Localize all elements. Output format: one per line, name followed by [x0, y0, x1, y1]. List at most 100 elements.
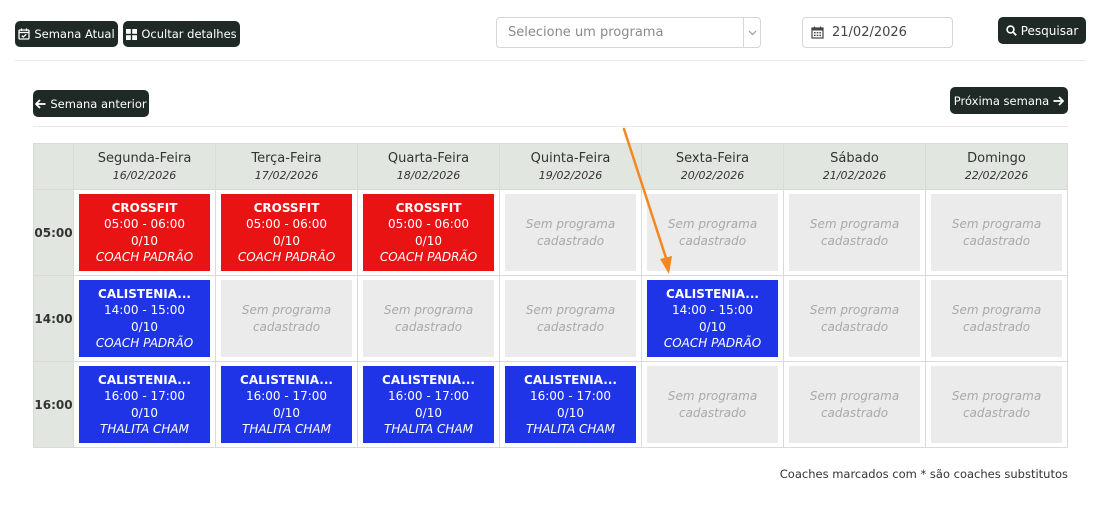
- nav-divider: [33, 126, 1068, 127]
- previous-week-button[interactable]: Semana anterior: [33, 90, 149, 117]
- day-header: Domingo 22/02/2026: [925, 143, 1068, 190]
- schedule-cell: Sem programa cadastrado: [499, 189, 642, 276]
- class-hours: 05:00 - 06:00: [387, 217, 470, 231]
- day-name: Sexta-Feira: [675, 151, 750, 166]
- day-name: Segunda-Feira: [97, 151, 192, 166]
- schedule-cell: CALISTENIA... 16:00 - 17:00 0/10 THALITA CH…: [215, 361, 358, 448]
- day-date: 22/02/2026: [964, 169, 1029, 182]
- day-header: Sábado 21/02/2026: [783, 143, 926, 190]
- next-week-label: Próxima semana: [953, 93, 1050, 108]
- current-week-label: Semana Atual: [34, 27, 115, 41]
- empty-slot: Sem programa cadastrado: [931, 366, 1062, 443]
- class-capacity: 0/10: [699, 319, 726, 334]
- class-title: CROSSFIT: [111, 200, 178, 215]
- class-capacity: 0/10: [557, 405, 584, 420]
- schedule-cell: CROSSFIT 05:00 - 06:00 0/10 COACH PADRÃO: [215, 189, 358, 276]
- toolbar-divider: [15, 60, 1086, 61]
- class-title: CALISTENIA...: [382, 372, 475, 387]
- next-week-button[interactable]: Próxima semana: [950, 87, 1068, 114]
- empty-slot: Sem programa cadastrado: [647, 194, 778, 271]
- schedule-cell: CALISTENIA... 16:00 - 17:00 0/10 THALITA CH…: [73, 361, 216, 448]
- schedule-cell: Sem programa cadastrado: [925, 189, 1068, 276]
- schedule-table: Segunda-Feira 16/02/2026 Terça-Feira 17/02…: [33, 143, 1068, 448]
- class-title: CALISTENIA...: [98, 286, 191, 301]
- class-title: CROSSFIT: [395, 200, 462, 215]
- empty-slot: Sem programa cadastrado: [789, 194, 920, 271]
- day-header: Quarta-Feira 18/02/2026: [357, 143, 500, 190]
- current-week-button[interactable]: Semana Atual: [15, 21, 118, 47]
- empty-slot: Sem programa cadastrado: [789, 280, 920, 357]
- time-slot-label: 14:00: [33, 275, 74, 362]
- empty-slot: Sem programa cadastrado: [221, 280, 352, 357]
- empty-slot: Sem programa cadastrado: [931, 280, 1062, 357]
- class-hours: 14:00 - 15:00: [103, 303, 186, 317]
- day-date: 16/02/2026: [112, 169, 177, 182]
- class-hours: 16:00 - 17:00: [387, 389, 470, 403]
- schedule-cell: CALISTENIA... 14:00 - 15:00 0/10 COACH PADR…: [73, 275, 216, 362]
- class-coach: COACH PADRÃO: [95, 336, 194, 350]
- schedule-cell: Sem programa cadastrado: [641, 361, 784, 448]
- empty-slot: Sem programa cadastrado: [931, 194, 1062, 271]
- class-card[interactable]: CROSSFIT 05:00 - 06:00 0/10 COACH PADRÃO: [363, 194, 494, 271]
- chevron-down-icon: [743, 18, 760, 47]
- time-slot-label: 16:00: [33, 361, 74, 448]
- class-capacity: 0/10: [131, 233, 158, 248]
- day-date: 18/02/2026: [396, 169, 461, 182]
- class-hours: 16:00 - 17:00: [529, 389, 612, 403]
- day-date: 21/02/2026: [822, 169, 887, 182]
- class-coach: THALITA CHAM: [525, 422, 615, 436]
- day-name: Quarta-Feira: [387, 151, 470, 166]
- class-card[interactable]: CALISTENIA... 16:00 - 17:00 0/10 THALITA CH…: [79, 366, 210, 443]
- class-card[interactable]: CALISTENIA... 16:00 - 17:00 0/10 THALITA CH…: [363, 366, 494, 443]
- schedule-cell: Sem programa cadastrado: [215, 275, 358, 362]
- schedule-cell: CROSSFIT 05:00 - 06:00 0/10 COACH PADRÃO: [73, 189, 216, 276]
- class-coach: COACH PADRÃO: [379, 250, 478, 264]
- day-name: Sábado: [830, 151, 879, 166]
- class-coach: COACH PADRÃO: [237, 250, 336, 264]
- class-hours: 05:00 - 06:00: [245, 217, 328, 231]
- class-hours: 16:00 - 17:00: [103, 389, 186, 403]
- schedule-header-row: Segunda-Feira 16/02/2026 Terça-Feira 17/02…: [33, 143, 1068, 190]
- date-input[interactable]: 21/02/2026: [802, 17, 953, 48]
- search-label: Pesquisar: [1020, 23, 1079, 38]
- schedule-row: 14:00 CALISTENIA... 14:00 - 15:00 0/10 COACH…: [33, 275, 1068, 362]
- arrow-left-icon: [35, 98, 46, 109]
- empty-slot: Sem programa cadastrado: [505, 280, 636, 357]
- schedule-cell: Sem programa cadastrado: [783, 189, 926, 276]
- class-title: CROSSFIT: [253, 200, 320, 215]
- previous-week-label: Semana anterior: [50, 96, 147, 111]
- class-capacity: 0/10: [131, 405, 158, 420]
- search-button[interactable]: Pesquisar: [998, 17, 1086, 44]
- class-title: CALISTENIA...: [98, 372, 191, 387]
- program-select[interactable]: Selecione um programa: [496, 17, 761, 48]
- corner-cell: [33, 143, 74, 190]
- day-header: Sexta-Feira 20/02/2026: [641, 143, 784, 190]
- class-capacity: 0/10: [273, 233, 300, 248]
- schedule-cell: Sem programa cadastrado: [499, 275, 642, 362]
- date-value: 21/02/2026: [832, 25, 907, 40]
- schedule-cell: CROSSFIT 05:00 - 06:00 0/10 COACH PADRÃO: [357, 189, 500, 276]
- class-hours: 14:00 - 15:00: [671, 303, 754, 317]
- class-hours: 05:00 - 06:00: [103, 217, 186, 231]
- class-card[interactable]: CALISTENIA... 16:00 - 17:00 0/10 THALITA CH…: [505, 366, 636, 443]
- class-card[interactable]: CALISTENIA... 14:00 - 15:00 0/10 COACH PADR…: [647, 280, 778, 357]
- empty-slot: Sem programa cadastrado: [647, 366, 778, 443]
- empty-slot: Sem programa cadastrado: [505, 194, 636, 271]
- class-card[interactable]: CALISTENIA... 16:00 - 17:00 0/10 THALITA CH…: [221, 366, 352, 443]
- class-coach: COACH PADRÃO: [95, 250, 194, 264]
- hide-details-button[interactable]: Ocultar detalhes: [123, 21, 240, 47]
- substitute-coach-footnote: Coaches marcados com * são coaches subst…: [779, 467, 1068, 481]
- class-capacity: 0/10: [273, 405, 300, 420]
- day-header: Segunda-Feira 16/02/2026: [73, 143, 216, 190]
- hide-details-label: Ocultar detalhes: [141, 27, 237, 41]
- day-date: 19/02/2026: [538, 169, 603, 182]
- empty-slot: Sem programa cadastrado: [789, 366, 920, 443]
- grid-icon: [126, 28, 138, 40]
- class-card[interactable]: CROSSFIT 05:00 - 06:00 0/10 COACH PADRÃO: [221, 194, 352, 271]
- schedule-cell: Sem programa cadastrado: [641, 189, 784, 276]
- day-header: Terça-Feira 17/02/2026: [215, 143, 358, 190]
- day-name: Terça-Feira: [251, 151, 322, 166]
- day-header: Quinta-Feira 19/02/2026: [499, 143, 642, 190]
- class-card[interactable]: CALISTENIA... 14:00 - 15:00 0/10 COACH PADR…: [79, 280, 210, 357]
- class-card[interactable]: CROSSFIT 05:00 - 06:00 0/10 COACH PADRÃO: [79, 194, 210, 271]
